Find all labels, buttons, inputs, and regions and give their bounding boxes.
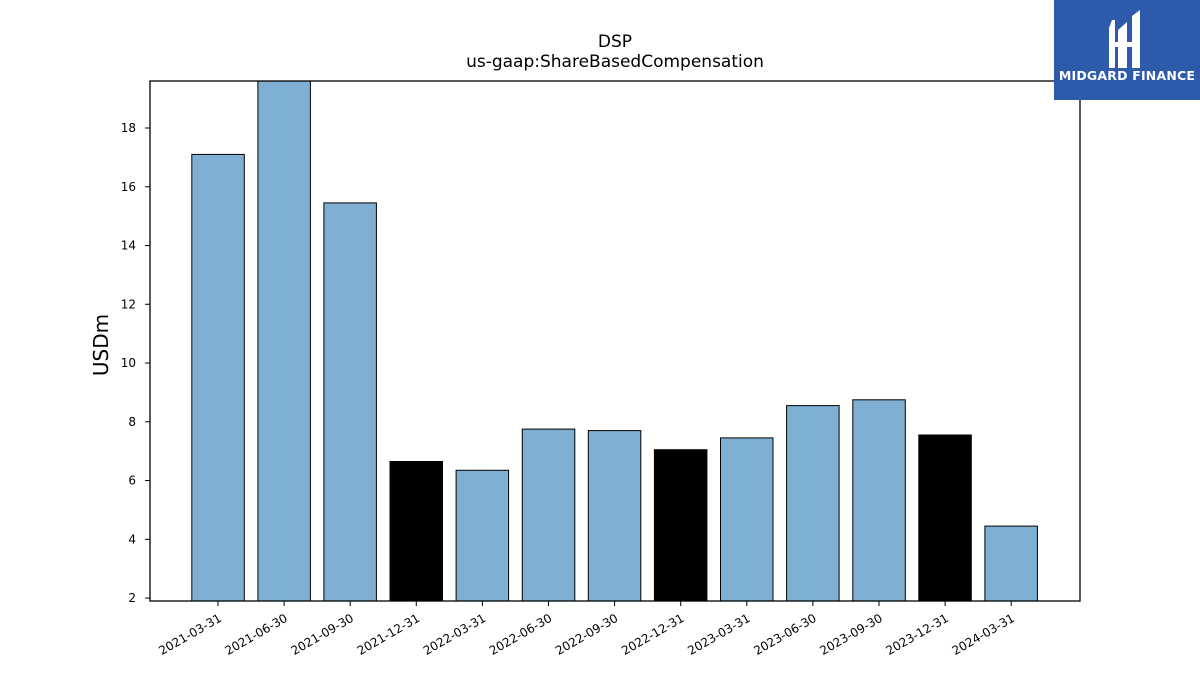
- x-tick-label: 2022-12-31: [619, 611, 686, 658]
- bar-2022-12-31: [653, 449, 708, 601]
- chart-title: DSP: [597, 32, 633, 52]
- y-tick-label: 4: [128, 532, 136, 546]
- y-axis-label: USDm: [89, 314, 113, 376]
- y-tick-label: 10: [121, 356, 136, 370]
- y-tick-label: 16: [121, 180, 136, 194]
- x-tick-label: 2023-09-30: [817, 611, 884, 658]
- x-tick-label: 2022-09-30: [553, 611, 620, 658]
- bar-2024-03-31: [984, 525, 1038, 601]
- x-tick-label: 2021-03-31: [156, 611, 223, 658]
- x-tick-label: 2024-03-31: [950, 611, 1017, 658]
- bar-2023-12-31: [918, 434, 972, 601]
- x-tick-label: 2022-06-30: [487, 611, 554, 658]
- bar-2021-03-31: [191, 153, 245, 601]
- logo-text: MIDGARD FINANCE: [1058, 68, 1196, 83]
- midgard-finance-logo: MIDGARD FINANCE: [1054, 0, 1200, 100]
- y-tick-label: 14: [121, 239, 136, 253]
- x-tick-label: 2021-06-30: [223, 611, 290, 658]
- x-tick-label: 2023-12-31: [884, 611, 951, 658]
- bar-2021-09-30: [323, 202, 377, 601]
- bar-2022-06-30: [521, 428, 576, 601]
- x-tick-label: 2023-06-30: [751, 611, 818, 658]
- x-tick-label: 2022-03-31: [421, 611, 488, 658]
- bar-2022-03-31: [455, 469, 510, 601]
- y-tick-label: 12: [121, 297, 136, 311]
- logo-mark-icon: [1109, 10, 1140, 68]
- bar-2022-09-30: [587, 430, 642, 601]
- bar-2021-06-30: [257, 81, 311, 601]
- y-tick-label: 8: [128, 415, 136, 429]
- x-tick-label: 2021-12-31: [355, 611, 422, 658]
- y-tick-label: 6: [128, 474, 136, 488]
- chart-subtitle: us-gaap:ShareBasedCompensation: [466, 52, 764, 72]
- y-tick-label: 18: [121, 121, 136, 135]
- x-tick-label: 2023-03-31: [685, 611, 752, 658]
- bar-2021-12-31: [389, 461, 443, 601]
- bars-group: [191, 81, 1038, 601]
- bar-2023-06-30: [786, 405, 840, 601]
- bar-2023-09-30: [852, 399, 906, 601]
- x-tick-label: 2021-09-30: [289, 611, 356, 658]
- y-tick-label: 2: [128, 591, 136, 605]
- bar-2023-03-31: [720, 437, 774, 601]
